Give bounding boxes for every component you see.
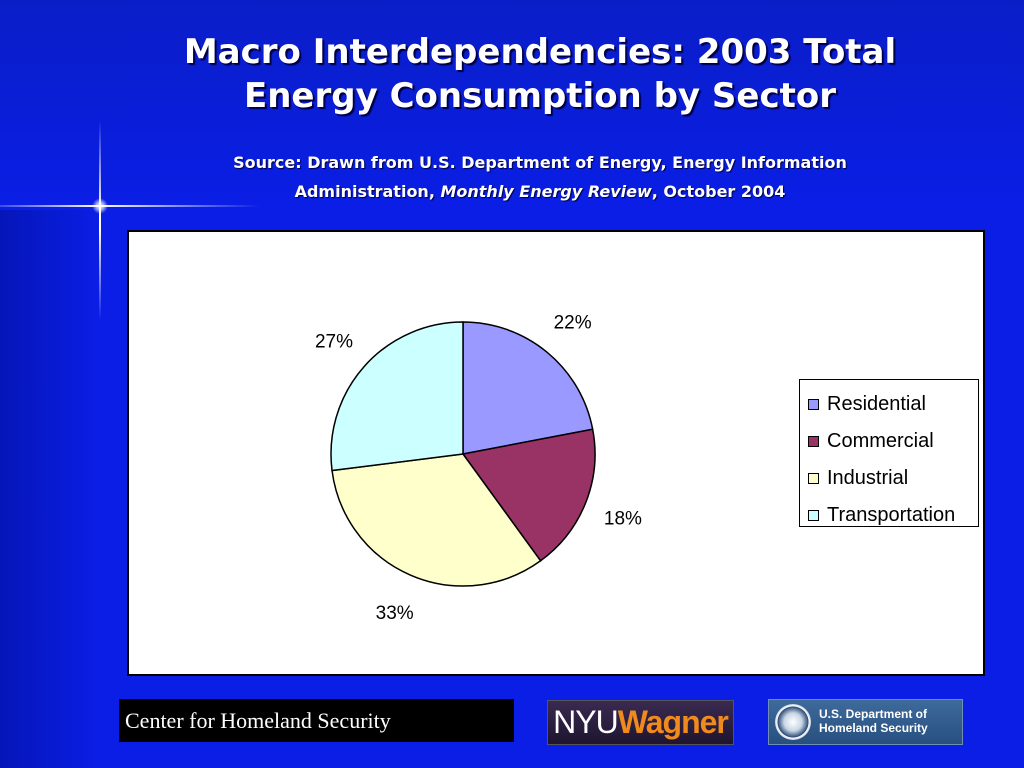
nyu-wagner-logo: NYU Wagner [547,700,734,745]
pie-slice-transportation [330,321,464,472]
legend-item-industrial: Industrial [800,460,978,497]
title-line-2: Energy Consumption by Sector [243,76,837,116]
legend-label-commercial: Commercial [827,430,934,452]
legend-item-commercial: Commercial [800,423,978,460]
legend-swatch-residential [808,399,819,410]
pie-slice-commercial [461,428,596,562]
pie-label-residential: 22% [554,312,592,333]
title-line-1: Macro Interdependencies: 2003 Total [183,32,897,72]
source-line-2: Administration, Monthly Energy Review, O… [150,177,930,206]
dhs-line-2: Homeland Security [819,721,928,735]
pie-chart: 22% 18% 33% 27% [315,312,642,624]
chart-legend: Residential Commercial Industrial Transp… [799,379,979,527]
dhs-seal-icon [775,704,811,740]
wagner-logo-text: Wagner [617,704,729,740]
legend-label-transportation: Transportation [827,504,956,526]
legend-swatch-transportation [808,510,819,521]
legend-label-residential: Residential [827,393,926,415]
light-flare-center [92,198,108,214]
legend-item-residential: Residential [800,386,978,423]
source-line-2-suffix: , October 2004 [651,182,786,201]
footer-center-banner: Center for Homeland Security [119,699,514,742]
pie-label-transportation: 27% [315,331,353,352]
dhs-logo-text: U.S. Department of Homeland Security [819,707,959,735]
pie-slice-industrial [331,453,542,587]
source-line-2-prefix: Administration, [294,182,441,201]
footer-center-text: Center for Homeland Security [125,708,391,733]
light-flare-horizontal [0,205,260,207]
slide-title: Macro Interdependencies: 2003 Total Ener… [120,30,960,118]
nyu-logo-text: NYU [553,704,619,740]
slide-source: Source: Drawn from U.S. Department of En… [150,148,930,206]
light-flare-vertical [99,120,101,320]
source-publication: Monthly Energy Review [440,182,652,201]
top-background-band [0,0,1024,210]
pie-slice-residential [462,321,594,455]
legend-label-industrial: Industrial [827,467,909,489]
chart-frame: 22% 18% 33% 27% Residential Commercial Indu… [127,230,985,676]
source-line-1: Source: Drawn from U.S. Department of En… [233,153,847,172]
legend-item-transportation: Transportation [800,497,978,534]
legend-swatch-industrial [808,473,819,484]
pie-label-industrial: 33% [376,603,414,624]
pie-label-commercial: 18% [604,508,642,529]
dhs-logo: U.S. Department of Homeland Security [768,699,963,745]
legend-swatch-commercial [808,436,819,447]
dhs-line-1: U.S. Department of [819,707,928,721]
